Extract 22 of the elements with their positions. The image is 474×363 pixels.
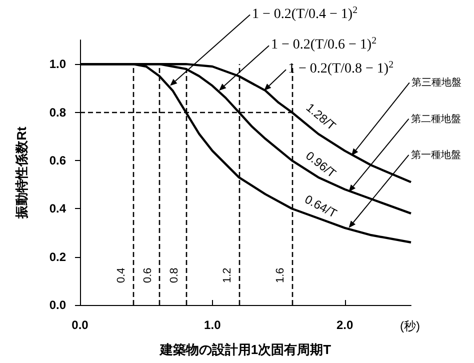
- ref-line-label: 1.6: [274, 268, 286, 283]
- annotation: 第三種地盤: [411, 76, 462, 89]
- ref-line-label: 0.8: [168, 268, 180, 283]
- y-tick-label: 0.8: [49, 105, 66, 120]
- y-tick-label: 0.4: [49, 202, 66, 216]
- annotation: 1 − 0.2(T/0.4 − 1)$^{2}$: [252, 4, 358, 22]
- y-tick-label: 0.0: [49, 298, 66, 312]
- x-tick-label: 2.0: [336, 318, 354, 332]
- x-axis-title: 建築物の設計用1次固有周期T: [158, 342, 332, 357]
- y-tick-label: 1.0: [49, 57, 66, 72]
- y-tick-label: 0.2: [49, 250, 66, 264]
- ref-line-label: 0.6: [142, 268, 154, 283]
- ref-line-label: 1.2: [221, 268, 234, 283]
- text: (秒): [400, 319, 420, 333]
- annotation: 第二種地盤: [410, 112, 461, 125]
- annotation: 1 − 0.2(T/0.6 − 1)$^{2}$: [271, 35, 377, 53]
- ref-line-label: 0.4: [115, 268, 128, 283]
- y-axis-title: 振動特性係数Rt: [14, 126, 29, 220]
- annotation: 第一種地盤: [410, 148, 461, 161]
- x-tick-label: 1.0: [204, 318, 222, 332]
- y-tick-label: 0.6: [49, 153, 66, 168]
- x-tick-label: 0.0: [72, 318, 89, 332]
